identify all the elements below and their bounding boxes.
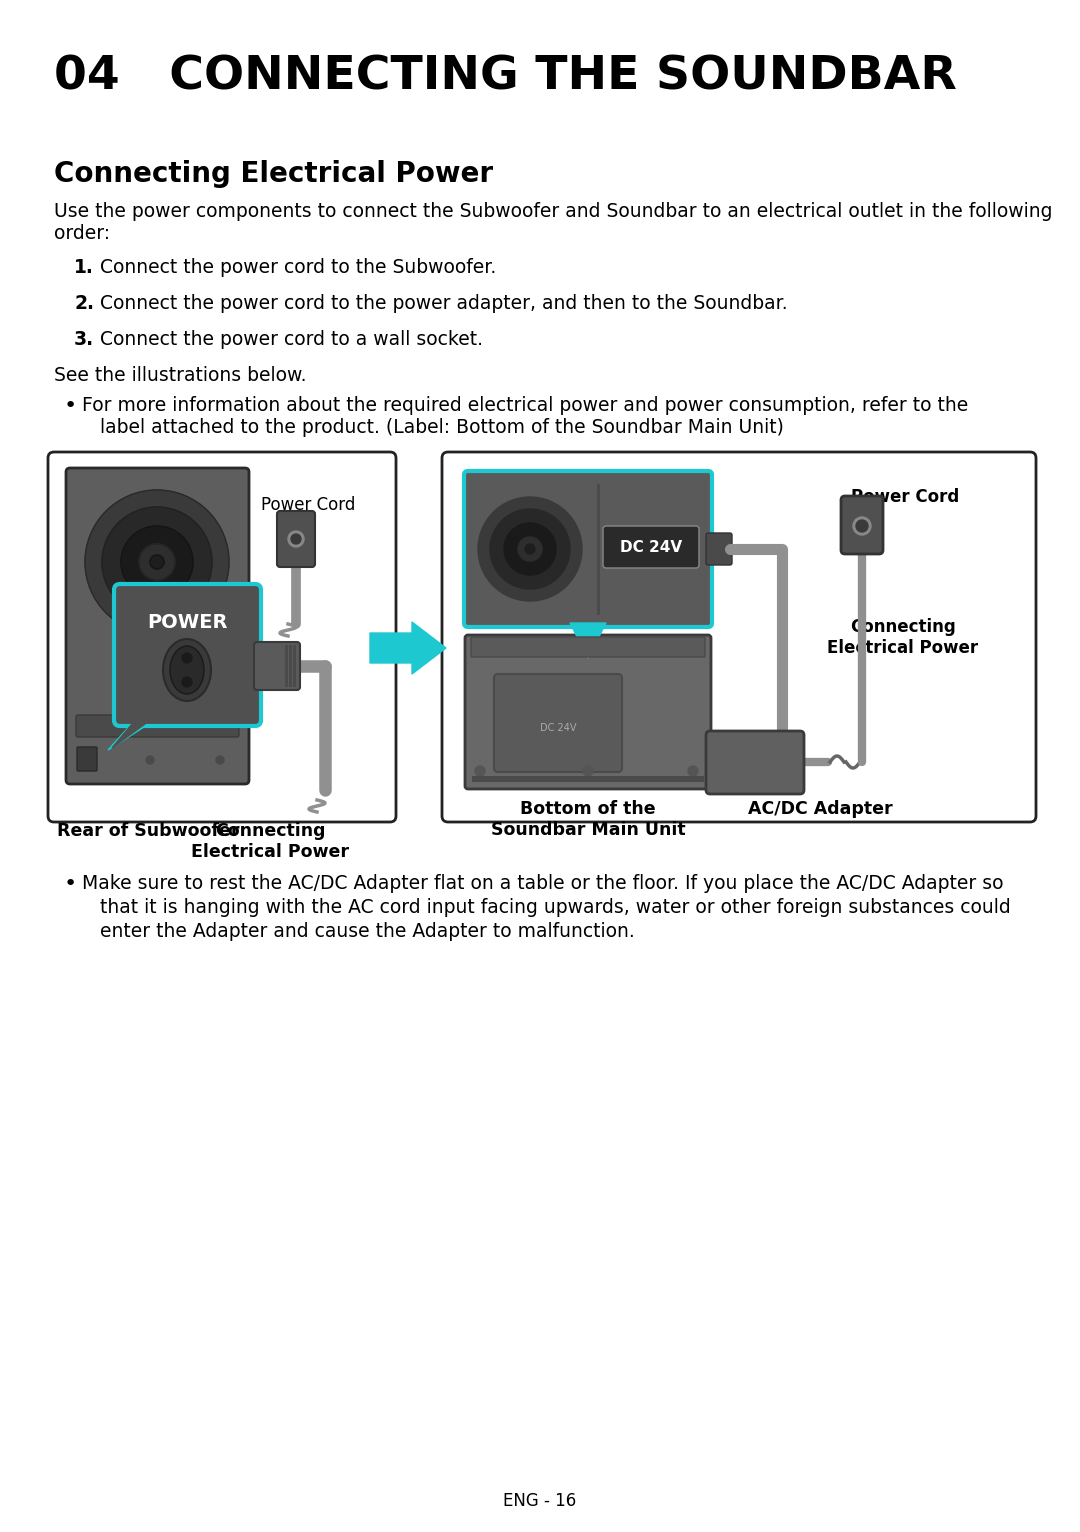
Ellipse shape — [163, 639, 211, 702]
Polygon shape — [112, 719, 153, 748]
FancyBboxPatch shape — [442, 452, 1036, 823]
Polygon shape — [108, 720, 156, 751]
Text: label attached to the product. (Label: Bottom of the Soundbar Main Unit): label attached to the product. (Label: B… — [100, 418, 784, 437]
Text: order:: order: — [54, 224, 110, 244]
Circle shape — [183, 677, 192, 686]
Text: AC/DC Adapter: AC/DC Adapter — [747, 800, 892, 818]
Circle shape — [688, 766, 698, 777]
Text: 2.: 2. — [75, 294, 94, 313]
Text: Rear of Subwoofer: Rear of Subwoofer — [57, 823, 240, 840]
FancyBboxPatch shape — [603, 525, 699, 568]
Circle shape — [525, 544, 535, 555]
FancyBboxPatch shape — [706, 533, 732, 565]
Bar — [285, 645, 288, 686]
Text: •: • — [64, 873, 78, 895]
Polygon shape — [570, 624, 606, 659]
Circle shape — [121, 525, 193, 597]
FancyBboxPatch shape — [465, 634, 711, 789]
Circle shape — [475, 766, 485, 777]
Circle shape — [183, 653, 192, 663]
Text: Connect the power cord to the Subwoofer.: Connect the power cord to the Subwoofer. — [100, 257, 496, 277]
Text: Connect the power cord to the power adapter, and then to the Soundbar.: Connect the power cord to the power adap… — [100, 294, 787, 313]
FancyBboxPatch shape — [66, 467, 249, 784]
FancyBboxPatch shape — [464, 470, 712, 627]
Circle shape — [856, 519, 868, 532]
Circle shape — [490, 509, 570, 588]
FancyBboxPatch shape — [114, 584, 261, 726]
Circle shape — [85, 490, 229, 634]
Circle shape — [583, 766, 593, 777]
Bar — [293, 645, 296, 686]
Circle shape — [291, 535, 301, 544]
Text: Connecting
Electrical Power: Connecting Electrical Power — [827, 617, 978, 657]
Text: Connecting Electrical Power: Connecting Electrical Power — [54, 159, 494, 188]
FancyBboxPatch shape — [77, 748, 97, 771]
Text: Make sure to rest the AC/DC Adapter flat on a table or the floor. If you place t: Make sure to rest the AC/DC Adapter flat… — [82, 873, 1003, 893]
Text: DC 24V: DC 24V — [540, 723, 577, 732]
Text: DC 24V: DC 24V — [620, 539, 683, 555]
Text: •: • — [64, 395, 78, 417]
Text: 04   CONNECTING THE SOUNDBAR: 04 CONNECTING THE SOUNDBAR — [54, 55, 957, 100]
Text: that it is hanging with the AC cord input facing upwards, water or other foreign: that it is hanging with the AC cord inpu… — [100, 898, 1011, 918]
Ellipse shape — [170, 647, 204, 694]
Circle shape — [853, 516, 870, 535]
Text: ENG - 16: ENG - 16 — [503, 1492, 577, 1511]
FancyBboxPatch shape — [254, 642, 300, 689]
FancyArrow shape — [370, 622, 446, 674]
Circle shape — [518, 538, 542, 561]
FancyBboxPatch shape — [841, 496, 883, 555]
Text: Use the power components to connect the Subwoofer and Soundbar to an electrical : Use the power components to connect the … — [54, 202, 1053, 221]
FancyBboxPatch shape — [706, 731, 804, 794]
Text: Connect the power cord to a wall socket.: Connect the power cord to a wall socket. — [100, 329, 483, 349]
Text: 3.: 3. — [75, 329, 94, 349]
Circle shape — [102, 507, 212, 617]
Circle shape — [216, 755, 224, 764]
FancyBboxPatch shape — [471, 637, 705, 657]
Circle shape — [478, 496, 582, 601]
Text: See the illustrations below.: See the illustrations below. — [54, 366, 307, 385]
Text: POWER: POWER — [147, 613, 228, 631]
Circle shape — [150, 555, 164, 568]
FancyBboxPatch shape — [494, 674, 622, 772]
Circle shape — [81, 755, 89, 764]
Text: Power Cord: Power Cord — [260, 496, 355, 515]
FancyBboxPatch shape — [76, 478, 239, 659]
FancyBboxPatch shape — [76, 715, 239, 737]
Text: For more information about the required electrical power and power consumption, : For more information about the required … — [82, 395, 969, 415]
Circle shape — [139, 544, 175, 581]
Circle shape — [146, 755, 154, 764]
Circle shape — [504, 522, 556, 574]
Bar — [289, 645, 292, 686]
Text: enter the Adapter and cause the Adapter to malfunction.: enter the Adapter and cause the Adapter … — [100, 922, 635, 941]
FancyBboxPatch shape — [48, 452, 396, 823]
FancyBboxPatch shape — [276, 512, 315, 567]
Circle shape — [288, 532, 303, 547]
Bar — [472, 777, 704, 781]
Text: Power Cord: Power Cord — [851, 489, 959, 506]
Text: Connecting
Electrical Power: Connecting Electrical Power — [191, 823, 349, 861]
Text: 1.: 1. — [75, 257, 94, 277]
Text: Bottom of the
Soundbar Main Unit: Bottom of the Soundbar Main Unit — [490, 800, 686, 840]
